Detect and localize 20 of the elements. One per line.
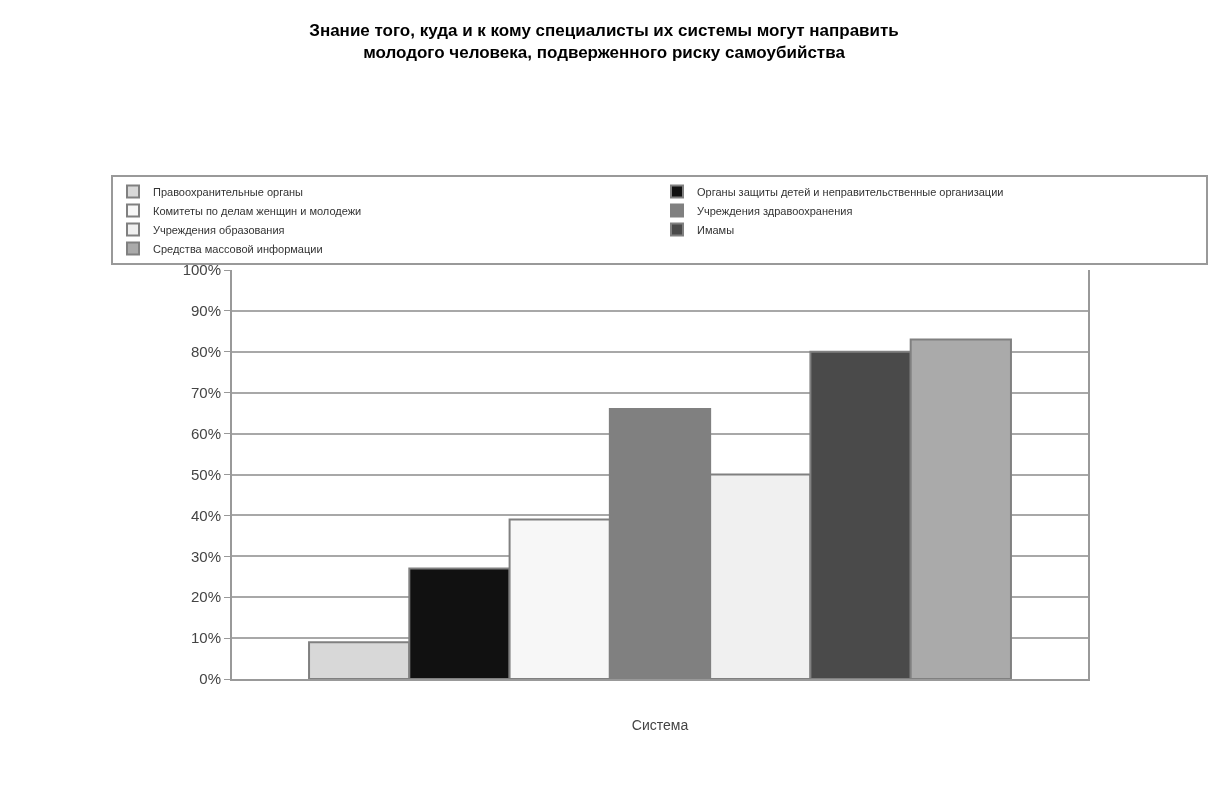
legend-label: Учреждения здравоохранения bbox=[697, 204, 853, 217]
y-tick-label: 30% bbox=[190, 547, 221, 565]
y-tick-label: 70% bbox=[190, 383, 221, 401]
y-tick-label: 60% bbox=[190, 424, 221, 442]
y-tick-label: 90% bbox=[190, 302, 221, 320]
legend-label: Органы защиты детей и неправительственные организации bbox=[697, 185, 1004, 198]
y-tick-label: 80% bbox=[190, 343, 221, 361]
legend-label: Комитеты по делам женщин и молодежи bbox=[153, 204, 362, 217]
y-tick-label: 100% bbox=[182, 261, 221, 279]
legend-label: Имамы bbox=[697, 223, 735, 236]
y-tick-label: 10% bbox=[190, 629, 221, 647]
y-tick-label: 20% bbox=[190, 588, 221, 606]
x-axis-title: Система bbox=[631, 716, 689, 733]
y-tick-label: 50% bbox=[190, 465, 221, 483]
legend-label: Учреждения образования bbox=[153, 223, 285, 236]
chart-title: Знание того, куда и к кому специалисты их системы могут направить молодого человека, подверженного риску самоубийства bbox=[309, 20, 899, 62]
y-tick-label: 40% bbox=[190, 506, 221, 524]
y-tick-label: 0% bbox=[199, 670, 221, 688]
legend-label: Средства массовой информации bbox=[153, 242, 323, 255]
legend-label: Правоохранительные органы bbox=[153, 185, 304, 198]
